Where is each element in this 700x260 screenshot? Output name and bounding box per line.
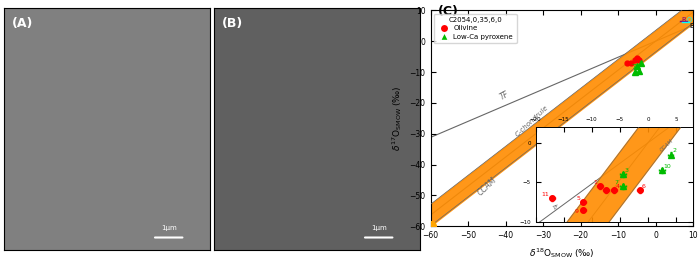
Text: 1μm: 1μm (161, 225, 176, 231)
Text: 1μm: 1μm (371, 225, 386, 231)
Text: (B): (B) (222, 17, 243, 30)
Text: 7: 7 (631, 64, 636, 70)
Y-axis label: $\delta^{17}$O$_{\rm SMOW}$ (‰): $\delta^{17}$O$_{\rm SMOW}$ (‰) (390, 86, 404, 151)
Legend: Olivine, Low-Ca pyroxene: Olivine, Low-Ca pyroxene (434, 14, 517, 43)
Text: (C): (C) (438, 5, 459, 18)
Text: TF: TF (498, 89, 510, 101)
Text: C-chondrule: C-chondrule (514, 105, 550, 138)
Text: CCAM: CCAM (475, 176, 498, 198)
X-axis label: $\delta^{18}$O$_{\rm SMOW}$ (‰): $\delta^{18}$O$_{\rm SMOW}$ (‰) (529, 246, 594, 259)
Text: E: E (689, 23, 693, 29)
Text: R: R (681, 17, 686, 23)
Text: O: O (687, 17, 692, 23)
Text: (A): (A) (12, 17, 33, 30)
